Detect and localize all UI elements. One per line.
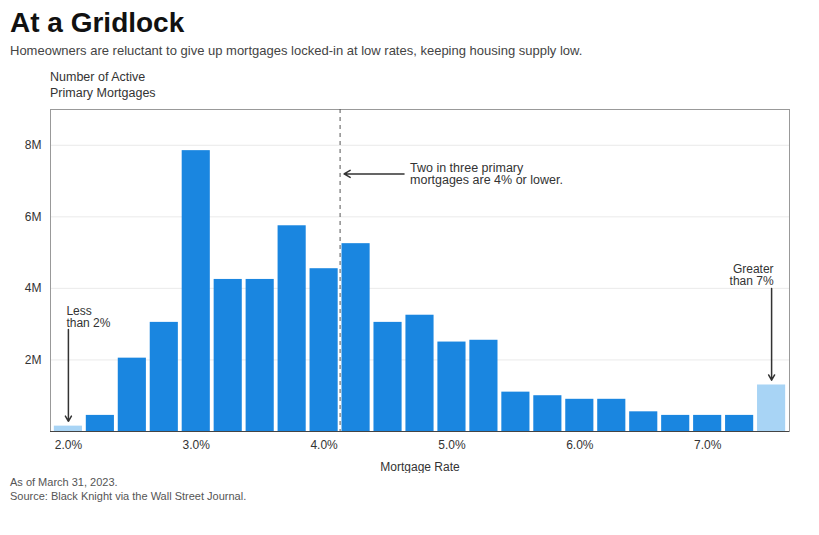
svg-text:4M: 4M [25,281,42,295]
svg-text:Mortgage Rate: Mortgage Rate [380,460,460,474]
svg-text:6M: 6M [25,210,42,224]
svg-text:6.0%: 6.0% [566,438,594,452]
svg-text:8M: 8M [25,138,42,152]
html-text:Number of Active Primary Mortg: Number of Active Primary Mortgages [50,70,156,100]
html-text:Source: Black Knight via the W: Source: Black Knight via the Wall Street… [10,490,247,502]
svg-text:4.0%: 4.0% [310,438,338,452]
svg-text:2.0%: 2.0% [55,438,83,452]
html-text:As of March 31, 2023.: As of March 31, 2023. [10,476,118,488]
html-text:Homeowners are reluctant to gi: Homeowners are reluctant to give up mort… [10,43,583,58]
svg-text:2M: 2M [25,353,42,367]
svg-text:5.0%: 5.0% [438,438,466,452]
html-text:At a Gridlock: At a Gridlock [10,7,185,38]
svg-text:Two in three primarymortgages: Two in three primarymortgages are 4% or … [410,161,563,188]
svg-text:Lessthan 2%: Lessthan 2% [66,304,110,330]
svg-text:7.0%: 7.0% [694,438,722,452]
svg-text:3.0%: 3.0% [183,438,211,452]
svg-text:Greaterthan 7%: Greaterthan 7% [730,262,774,288]
